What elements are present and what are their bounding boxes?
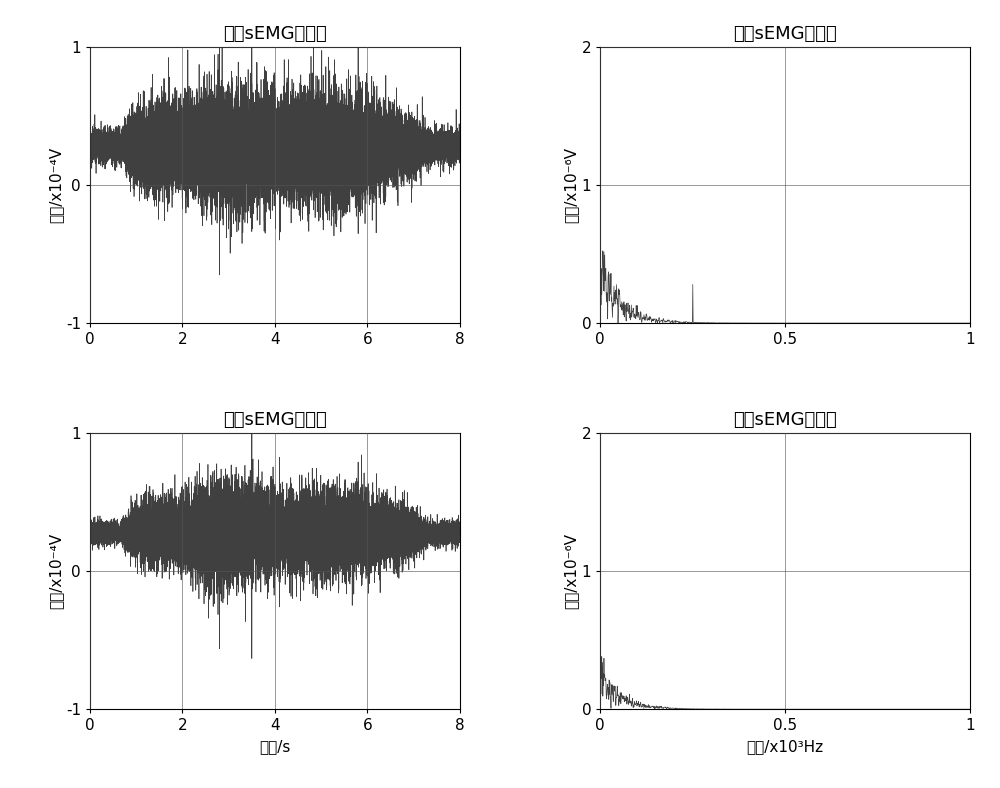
Y-axis label: 幅值/x10⁻⁶V: 幅值/x10⁻⁶V: [564, 533, 579, 609]
Y-axis label: 幅值/x10⁻⁴V: 幅值/x10⁻⁴V: [48, 147, 63, 223]
Y-axis label: 幅值/x10⁻⁴V: 幅值/x10⁻⁴V: [48, 533, 63, 609]
Title: 降噪sEMG时域图: 降噪sEMG时域图: [223, 411, 327, 429]
Title: 原始sEMG时域图: 原始sEMG时域图: [223, 25, 327, 43]
Y-axis label: 幅值/x10⁻⁶V: 幅值/x10⁻⁶V: [564, 147, 579, 223]
X-axis label: 频率/x10³Hz: 频率/x10³Hz: [747, 739, 824, 754]
Title: 原始sEMG频域图: 原始sEMG频域图: [733, 25, 837, 43]
X-axis label: 时间/s: 时间/s: [259, 739, 291, 754]
Title: 降噪sEMG频域图: 降噪sEMG频域图: [733, 411, 837, 429]
